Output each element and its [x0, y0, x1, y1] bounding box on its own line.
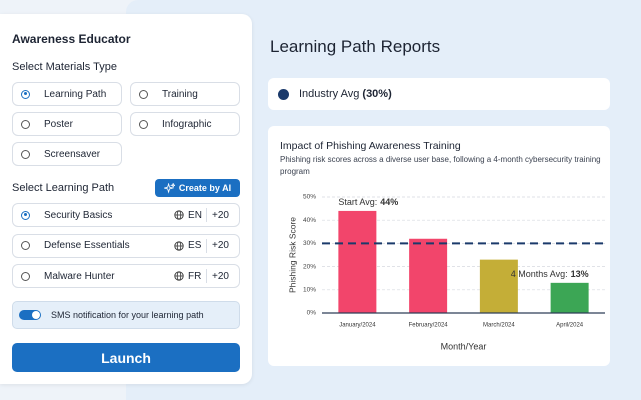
path-option[interactable]: Defense Essentials ES +20 [12, 233, 240, 258]
y-tick-label: 40% [303, 217, 316, 224]
divider [206, 238, 208, 253]
path-label: Select Learning Path [12, 182, 115, 194]
material-label: Infographic [162, 118, 212, 130]
path-language: FR [188, 270, 202, 282]
x-axis-label: Month/Year [441, 341, 487, 351]
y-tick-label: 50% [303, 194, 316, 201]
chart-subtitle: Phishing risk scores across a diverse us… [280, 155, 601, 176]
y-tick-label: 30% [303, 240, 316, 247]
legend-swatch [278, 88, 289, 100]
launch-button[interactable]: Launch [12, 343, 240, 372]
material-option[interactable]: Training [130, 82, 240, 106]
annotation-value: 44% [380, 197, 398, 207]
path-option[interactable]: Security Basics EN +20 [12, 203, 240, 227]
annotation-text: 4 Months Avg: [511, 269, 568, 279]
path-extra: +20 [212, 240, 229, 251]
x-tick-label: February/2024 [409, 323, 449, 329]
material-option[interactable]: Learning Path [12, 82, 122, 106]
globe-icon [174, 210, 184, 220]
path-name: Defense Essentials [44, 240, 130, 251]
divider [206, 269, 208, 283]
radio [21, 89, 30, 99]
annotation: Start Avg: 44% [338, 197, 398, 207]
y-axis-label: Phishing Risk Score [287, 217, 297, 293]
sidebar: Awareness Educator Select Materials Type… [0, 14, 252, 384]
path-name: Malware Hunter [44, 270, 115, 282]
legend-value: (30%) [362, 88, 392, 100]
radio [21, 271, 30, 281]
globe-icon [174, 240, 184, 251]
chart-title: Impact of Phishing Awareness Training [280, 140, 461, 152]
y-tick-label: 20% [303, 263, 316, 270]
x-tick-label: March/2024 [483, 323, 515, 329]
y-tick-label: 0% [307, 310, 317, 317]
sparkle-icon [163, 182, 175, 194]
path-language: ES [188, 240, 202, 251]
chart-card: Impact of Phishing Awareness Training Ph… [268, 126, 610, 366]
globe-icon [174, 271, 184, 281]
material-label: Screensaver [44, 148, 101, 160]
material-option[interactable]: Poster [12, 112, 122, 136]
chart: 0% 10% 20% 30% 40% 50% Phishing Risk Score Mont… [287, 194, 605, 351]
divider [206, 208, 208, 222]
legend-label: Industry Avg [299, 88, 360, 100]
path-extra: +20 [212, 209, 229, 221]
material-label: Poster [44, 118, 73, 130]
radio [21, 149, 30, 159]
material-option[interactable]: Screensaver [12, 142, 122, 166]
sms-label: SMS notification for your learning path [51, 310, 204, 320]
sms-box: SMS notification for your learning path [12, 301, 240, 329]
create-label: Create by AI [178, 183, 232, 193]
material-label: Training [162, 88, 198, 100]
radio [21, 210, 30, 220]
path-option[interactable]: Malware Hunter FR +20 [12, 264, 240, 288]
x-tick-label: April/2024 [556, 323, 584, 329]
bar [409, 238, 448, 313]
materials-label: Select Materials Type [12, 61, 117, 73]
material-option[interactable]: Infographic [130, 112, 240, 136]
path-language: EN [188, 209, 202, 221]
reports-title: Learning Path Reports [270, 37, 441, 56]
radio [21, 119, 30, 129]
annotation-value: 13% [571, 269, 589, 279]
bar [338, 210, 377, 313]
x-tick-label: January/2024 [339, 323, 376, 329]
annotation-text: Start Avg: [338, 197, 377, 207]
bar [550, 282, 589, 313]
material-label: Learning Path [44, 88, 107, 100]
radio [139, 119, 148, 129]
path-extra: +20 [212, 270, 229, 282]
legend: Industry Avg (30%) [268, 78, 610, 110]
bar [479, 259, 518, 313]
sms-toggle[interactable] [19, 310, 41, 320]
y-tick-label: 10% [303, 287, 316, 294]
sidebar-title: Awareness Educator [12, 32, 131, 46]
annotation: 4 Months Avg: 13% [511, 269, 589, 279]
path-name: Security Basics [44, 209, 113, 221]
radio [21, 241, 30, 250]
create-button[interactable]: Create by AI [155, 179, 240, 197]
radio [139, 89, 148, 99]
